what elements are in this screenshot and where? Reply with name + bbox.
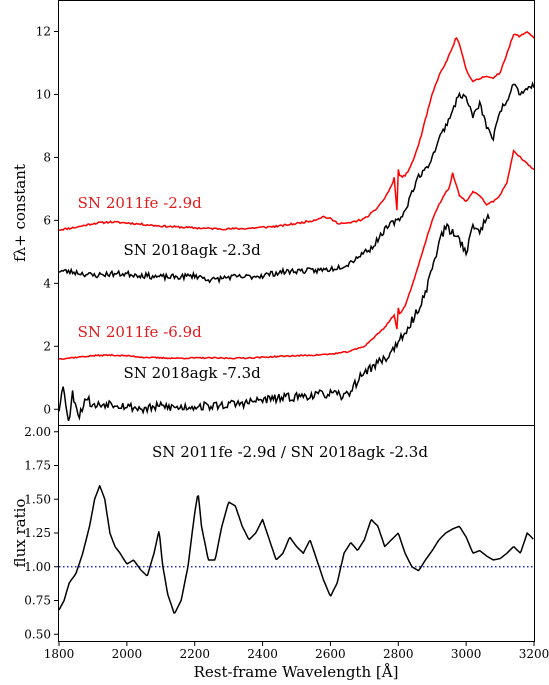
x-tick-label: 2200 bbox=[179, 647, 210, 661]
spectrum-label-2: SN 2018agk -2.3d bbox=[123, 241, 261, 259]
bottom-y-tick-label: 1.75 bbox=[24, 459, 51, 473]
bottom-y-axis-label: flux ratio bbox=[11, 499, 29, 568]
top-y-tick-label: 6 bbox=[43, 213, 51, 227]
x-tick-label: 3000 bbox=[451, 647, 482, 661]
x-tick-label: 1800 bbox=[44, 647, 75, 661]
top-annotations: SN 2011fe -2.9d SN 2018agk -2.3d SN 2011fe… bbox=[78, 194, 261, 382]
x-tick-label: 2000 bbox=[112, 647, 143, 661]
bottom-y-tick-label: 1.50 bbox=[24, 492, 51, 506]
x-tick-label: 2600 bbox=[315, 647, 346, 661]
top-y-tick-label: 8 bbox=[43, 150, 51, 164]
top-y-tick-label: 0 bbox=[43, 402, 51, 416]
spectrum-line-3 bbox=[58, 149, 535, 360]
x-axis-label: Rest-frame Wavelength [Å] bbox=[194, 663, 399, 681]
bottom-y-ticks: 0.50 0.75 1.00 1.25 1.50 1.75 2.00 bbox=[24, 425, 59, 641]
bottom-y-tick-label: 2.00 bbox=[24, 425, 51, 439]
spectrum-label-3: SN 2011fe -6.9d bbox=[78, 323, 202, 341]
ratio-line bbox=[58, 485, 534, 614]
bottom-x-ticks: 1800 2000 2200 2400 2600 2800 3000 3200 bbox=[44, 641, 549, 661]
bottom-panel: SN 2011fe -2.9d / SN 2018agk -2.3d 0.500… bbox=[24, 425, 549, 661]
bottom-y-tick-label: 1.00 bbox=[24, 560, 51, 574]
ratio-title: SN 2011fe -2.9d / SN 2018agk -2.3d bbox=[152, 443, 428, 461]
top-y-tick-label: 2 bbox=[43, 339, 51, 353]
spectrum-label-4: SN 2018agk -7.3d bbox=[123, 364, 261, 382]
x-tick-label: 2800 bbox=[383, 647, 414, 661]
top-panel: SN 2011fe -2.9d SN 2018agk -2.3d SN 2011fe… bbox=[36, 0, 535, 426]
top-plot-frame bbox=[58, 0, 535, 426]
x-tick-label: 2400 bbox=[247, 647, 278, 661]
bottom-series-layer bbox=[58, 485, 534, 614]
spectrum-line-2 bbox=[58, 80, 535, 285]
top-y-tick-label: 10 bbox=[36, 87, 51, 101]
bottom-y-tick-label: 0.50 bbox=[24, 627, 51, 641]
spectrum-line-1 bbox=[58, 31, 535, 232]
bottom-y-tick-label: 0.75 bbox=[24, 594, 51, 608]
top-y-tick-label: 12 bbox=[36, 24, 51, 38]
top-y-ticks: 0 2 4 6 8 10 12 bbox=[36, 24, 59, 416]
top-series-layer bbox=[58, 31, 535, 422]
spectrum-label-1: SN 2011fe -2.9d bbox=[78, 194, 202, 212]
top-y-axis-label: fλ+ constant bbox=[11, 164, 29, 262]
x-tick-label: 3200 bbox=[519, 647, 549, 661]
spectrum-line-4 bbox=[58, 212, 490, 422]
top-y-tick-label: 4 bbox=[43, 276, 51, 290]
bottom-plot-frame bbox=[58, 425, 535, 642]
bottom-y-tick-label: 1.25 bbox=[24, 526, 51, 540]
